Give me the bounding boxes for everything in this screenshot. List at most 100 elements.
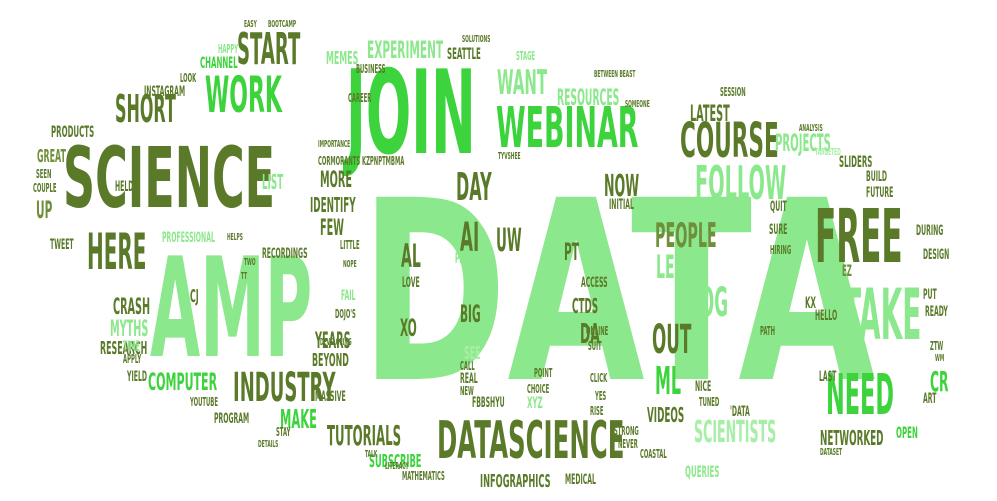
word-session: SESSION — [720, 85, 746, 99]
word-tyvshee: TYVSHEE — [498, 151, 521, 162]
word-few: FEW — [320, 216, 344, 241]
word-networked: NETWORKED — [820, 426, 884, 450]
word-webinar: WEBINAR — [496, 96, 639, 161]
word-helps: HELPS — [227, 232, 243, 243]
word-tweet: TWEET — [50, 237, 74, 253]
word-start: START — [237, 24, 301, 75]
word-importance: IMPORTANCE — [318, 139, 351, 150]
word-analysis: ANALYSIS — [799, 123, 823, 134]
word-years: YEARS — [315, 329, 351, 354]
word-coastal: COASTAL — [640, 447, 667, 461]
word-ctds: CTDS — [572, 294, 599, 318]
word-fbbshyu: FBBSHYU — [472, 395, 505, 411]
word-videos: VIDEOS — [647, 403, 685, 427]
word-recordings: RECORDINGS — [262, 246, 308, 262]
word-amp: AMP — [150, 228, 313, 389]
word-solutions: SOLUTIONS — [462, 34, 491, 45]
word-queries: QUERIES — [685, 462, 720, 481]
word-couple: COUPLE — [33, 181, 57, 195]
word-last: LAST — [819, 369, 837, 385]
word-xyz: XYZ — [527, 393, 543, 412]
word-cormorants: CORMORANTS KZPNPTMBMA — [318, 154, 405, 168]
word-left: LEFT — [460, 323, 482, 344]
word-data: DATA — [360, 147, 876, 438]
word-quit: QUIT — [770, 199, 787, 215]
word-memes: MEMES — [326, 48, 359, 69]
word-yes: YES — [595, 389, 607, 403]
word-hiring: HIRING — [770, 243, 792, 257]
word-art: ART — [923, 391, 937, 407]
word-blog: BLOG — [677, 280, 728, 326]
word-learn: LEARN — [656, 248, 709, 286]
word-time: TIME — [123, 339, 140, 355]
word-kx: KX — [805, 293, 816, 312]
word-call: CALL — [460, 359, 475, 373]
word-dojo: DOJO'S — [335, 307, 356, 321]
word-during: DURING — [916, 223, 944, 239]
word-up: UP — [36, 196, 53, 224]
word-out: OUT — [652, 317, 692, 363]
word-nice: NICE — [695, 379, 712, 395]
word-access: ACCESS — [581, 275, 608, 291]
word-stage: STAGE — [516, 49, 536, 63]
word-details: DETAILS — [258, 439, 279, 450]
word-future: FUTURE — [866, 185, 894, 201]
word-take: TAKE — [842, 274, 922, 356]
word-youtube: YOUTUBE — [190, 395, 218, 409]
word-two: TWO — [244, 257, 256, 268]
word-someone: SOMEONE — [625, 99, 650, 110]
word-never: NEVER — [618, 437, 638, 451]
word-tutorials: TUTORIALS — [327, 419, 402, 452]
word-instagram: INSTAGRAM — [144, 84, 186, 100]
word-seen: SEEN — [36, 167, 52, 181]
word-data-quote: 'DATA — [730, 404, 750, 420]
word-program: PROGRAM — [214, 411, 250, 427]
word-big: BIG — [460, 300, 481, 328]
word-experiment: EXPERIMENT — [367, 36, 444, 64]
word-point: POINT — [534, 366, 553, 380]
word-feel: FEEL — [614, 350, 633, 369]
word-channel: CHANNEL — [200, 53, 238, 72]
word-little: LITTLE — [340, 238, 360, 252]
word-talk: TALK — [365, 449, 378, 460]
word-want: WANT — [497, 63, 548, 103]
word-yn: YN — [467, 265, 489, 303]
word-great: GREAT — [37, 146, 66, 167]
word-myths: MYTHS — [110, 317, 149, 342]
word-people: PEOPLE — [655, 216, 717, 256]
word-happy: HAPPY — [218, 42, 239, 56]
word-subscribe: SUBSCRIBE — [369, 451, 422, 472]
word-xo: XO — [400, 314, 417, 342]
word-look: LOOK — [180, 71, 197, 85]
word-between: BETWEEN BEAST — [594, 69, 636, 80]
word-build: BUILD — [866, 169, 888, 185]
word-bootcamp: BOOTCAMP — [268, 19, 297, 30]
word-massive: MASSIVE — [315, 389, 346, 405]
word-free: FREE — [815, 194, 903, 280]
word-online: ONLINE — [586, 324, 609, 338]
word-open: OPEN — [896, 423, 918, 442]
word-scientists: SCIENTISTS — [694, 415, 777, 450]
word-follow: FOLLOW — [695, 156, 787, 210]
word-identify: IDENTIFY — [310, 193, 356, 217]
word-stay: STAY — [276, 425, 291, 439]
word-ez: EZ — [842, 261, 852, 280]
word-design: DESIGN — [923, 247, 950, 263]
word-here: HERE — [87, 223, 147, 281]
word-latest: LATEST — [690, 102, 730, 127]
word-research: RESEARCH — [100, 338, 148, 359]
word-business: BUSINESS — [356, 62, 386, 76]
word-pt: PT — [564, 238, 579, 266]
word-sliders: SLIDERS — [839, 152, 873, 171]
word-developing: DEVELOPING — [320, 337, 352, 348]
word-wm: WM — [935, 353, 945, 364]
word-put: PUT — [923, 287, 937, 303]
word-make: MAKE — [280, 405, 317, 435]
word-dataset: DATASET — [820, 447, 842, 458]
word-products: PRODUCTS — [51, 122, 95, 141]
word-infographics: INFOGRAPHICS — [480, 471, 551, 492]
word-need: NEED — [826, 363, 894, 428]
word-science: SCIENCE — [63, 129, 276, 227]
word-sure: SURE — [769, 222, 788, 238]
